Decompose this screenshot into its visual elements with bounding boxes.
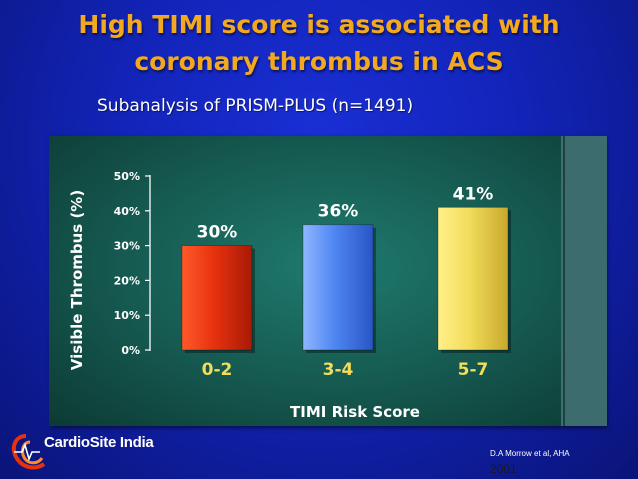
bar-data-label: 30% — [197, 223, 238, 243]
x-axis-label: TIMI Risk Score — [290, 403, 420, 421]
bar-chart: Visible Thrombus (%) 0% 10% 20% 30% 40% 50% 3… — [68, 170, 511, 421]
x-tick-label: 3-4 — [323, 360, 354, 380]
slide-subtitle: Subanalysis of PRISM-PLUS (n=1491) — [97, 96, 414, 116]
citation: D.A Morrow et al, AHA — [490, 449, 570, 458]
cardiosite-logo-icon — [11, 434, 46, 470]
logo-text: CardioSite India — [44, 434, 154, 451]
bar-0-2 — [181, 245, 253, 351]
x-tick-label: 0-2 — [202, 360, 233, 380]
y-tick-label: 30% — [114, 240, 140, 253]
bars: 30% 36% 41% — [181, 184, 511, 353]
bar-5-7 — [437, 206, 509, 351]
y-tick-label: 10% — [114, 309, 140, 322]
y-tick-label: 50% — [114, 170, 140, 183]
citation-year: 2001 — [490, 462, 517, 476]
x-tick-label: 5-7 — [458, 360, 489, 380]
x-tick-labels: 0-2 3-4 5-7 — [202, 360, 489, 380]
title-line-1: High TIMI score is associated with — [78, 10, 560, 39]
y-tick-label: 0% — [121, 344, 140, 357]
bar-data-label: 41% — [453, 184, 494, 204]
y-tick-label: 20% — [114, 274, 140, 287]
bar-3-4 — [302, 224, 374, 351]
slide-title: High TIMI score is associated with coron… — [0, 6, 638, 80]
chart-panel-side-strip — [563, 136, 607, 426]
bar-data-label: 36% — [318, 202, 359, 222]
y-axis-label: Visible Thrombus (%) — [68, 190, 86, 370]
title-line-2: coronary thrombus in ACS — [134, 47, 504, 76]
y-axis: 0% 10% 20% 30% 40% 50% — [114, 170, 151, 357]
y-tick-label: 40% — [114, 205, 140, 218]
